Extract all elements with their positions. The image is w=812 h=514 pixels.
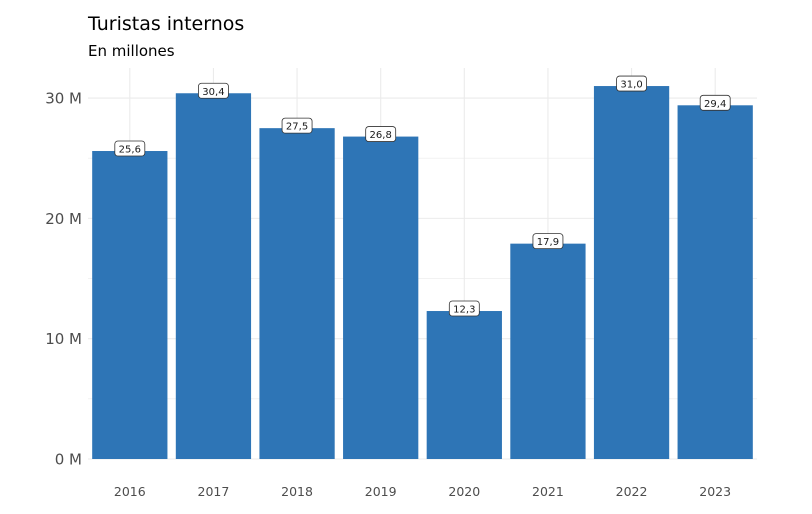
- data-label-box: [198, 82, 229, 99]
- y-axis-ticks: 0 M 10 M 20 M 30 M: [45, 90, 82, 469]
- y-tick-label: 20 M: [45, 210, 82, 228]
- data-label-box: [114, 140, 146, 157]
- data-label-box: [365, 126, 397, 142]
- y-tick-label: 10 M: [45, 330, 82, 348]
- x-tick-label: 2022: [616, 484, 648, 499]
- data-label: 29,4: [704, 99, 726, 110]
- chart-subtitle: En millones: [88, 42, 175, 60]
- x-tick-label: 2023: [699, 484, 731, 499]
- data-label-box: [616, 75, 647, 92]
- x-axis-ticks: 2016 2017 2018 2019 2020 2021 2022 2023: [114, 484, 731, 499]
- data-label: 25,6: [119, 145, 141, 156]
- data-label-box: [699, 94, 731, 111]
- bar-2018: [259, 128, 335, 459]
- y-tick-label: 0 M: [55, 451, 82, 469]
- data-label: 26,8: [370, 130, 392, 141]
- data-label-box: [448, 300, 480, 317]
- data-label: 31,0: [620, 80, 642, 91]
- data-labels: 25,6 30,4 27,5 26,8 12,3 17,9 31,0 29,4: [114, 75, 731, 317]
- x-tick-label: 2021: [532, 484, 564, 499]
- bar-2016: [92, 151, 168, 459]
- chart-title: Turistas internos: [88, 13, 245, 35]
- y-tick-label: 30 M: [45, 90, 82, 108]
- bar-2019: [343, 136, 419, 459]
- bar-2022: [593, 86, 670, 460]
- data-label: 30,4: [202, 87, 224, 98]
- x-tick-label: 2019: [365, 484, 397, 499]
- x-tick-label: 2020: [448, 484, 480, 499]
- bar-2023: [677, 105, 753, 460]
- bars: [92, 86, 753, 460]
- x-tick-label: 2016: [114, 484, 146, 499]
- bar-2020: [426, 311, 502, 459]
- bar-2021: [510, 243, 586, 459]
- bar-2017: [175, 93, 252, 459]
- data-label-box: [532, 233, 564, 250]
- data-label: 12,3: [453, 305, 475, 316]
- data-label-box: [281, 117, 313, 134]
- x-tick-label: 2017: [198, 484, 230, 499]
- x-tick-label: 2018: [281, 484, 313, 499]
- data-label: 27,5: [286, 122, 308, 133]
- data-label: 17,9: [537, 237, 559, 248]
